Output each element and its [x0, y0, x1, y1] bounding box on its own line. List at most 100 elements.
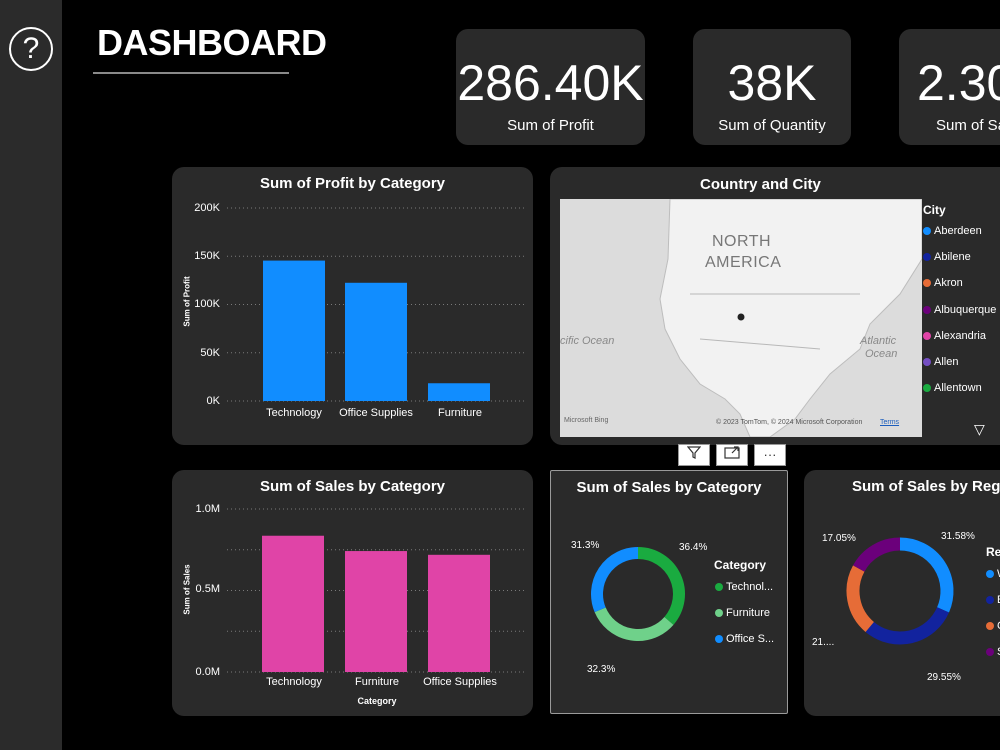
legend-item[interactable]: Aberdeen	[923, 225, 982, 237]
kpi-label: Sum of Sal	[936, 117, 1000, 134]
chart-title: Sum of Sales by Category	[551, 479, 787, 496]
ocean-label: cific Ocean	[560, 335, 614, 347]
continent-label: NORTH	[712, 233, 771, 251]
map-copyright: © 2023 TomTom, © 2024 Microsoft Corporat…	[716, 419, 862, 426]
legend-label: Allen	[934, 356, 958, 368]
legend-item[interactable]: C	[986, 620, 1000, 632]
kpi-value: 286.40K	[456, 55, 645, 111]
legend-swatch	[715, 609, 723, 617]
left-sidebar	[0, 0, 62, 750]
donut-slice	[859, 544, 900, 568]
x-tick: Technology	[249, 676, 339, 688]
kpi-card-sales[interactable]: 2.30 Sum of Sal	[899, 29, 1000, 145]
legend-swatch	[923, 358, 931, 366]
x-tick: Office Supplies	[415, 676, 505, 688]
legend-swatch	[923, 306, 931, 314]
x-tick: Furniture	[332, 676, 422, 688]
donut-label: 32.3%	[587, 664, 615, 675]
legend-label: Allentown	[934, 382, 982, 394]
bing-logo: Microsoft Bing	[564, 417, 608, 424]
kpi-label: Sum of Quantity	[693, 117, 851, 134]
bar-furniture	[428, 383, 490, 401]
x-tick: Furniture	[415, 407, 505, 419]
legend-swatch	[923, 227, 931, 235]
donut-slice	[853, 568, 870, 626]
map-terms-link[interactable]: Terms	[880, 419, 899, 426]
continent-label: AMERICA	[705, 254, 781, 272]
title-underline	[93, 72, 289, 74]
donut-slice	[597, 553, 638, 610]
map-title: Country and City	[700, 176, 821, 193]
donut-label: 21....	[812, 637, 834, 648]
x-tick: Office Supplies	[331, 407, 421, 419]
ocean-label: Ocean	[865, 348, 897, 360]
legend-item[interactable]: Furniture	[715, 607, 770, 619]
kpi-card-quantity[interactable]: 38K Sum of Quantity	[693, 29, 851, 145]
region-legend-title: Re	[986, 545, 1000, 559]
donut-label: 17.05%	[822, 533, 856, 544]
chart-title: Sum of Sales by Region	[852, 478, 1000, 495]
legend-swatch	[986, 622, 994, 630]
donut-label: 36.4%	[679, 542, 707, 553]
map-point	[738, 314, 745, 321]
legend-swatch	[986, 596, 994, 604]
donut-label: 31.58%	[941, 531, 975, 542]
map-legend-title: City	[923, 203, 946, 217]
x-tick: Technology	[249, 407, 339, 419]
legend-label: Technol...	[726, 581, 773, 593]
filter-icon[interactable]	[678, 444, 710, 466]
page-title: DASHBOARD	[97, 22, 327, 64]
kpi-value: 2.30	[917, 55, 1000, 111]
category-donut	[588, 544, 688, 644]
bar-furniture	[345, 551, 407, 672]
legend-swatch	[715, 583, 723, 591]
legend-item[interactable]: E	[986, 594, 1000, 606]
legend-item[interactable]: Alexandria	[923, 330, 986, 342]
legend-label: Furniture	[726, 607, 770, 619]
legend-item[interactable]: Technol...	[715, 581, 773, 593]
legend-swatch	[715, 635, 723, 643]
x-axis-label: Category	[332, 696, 422, 706]
donut-slice	[900, 544, 947, 610]
legend-item[interactable]: Albuquerque	[923, 304, 996, 316]
legend-item[interactable]: S	[986, 646, 1000, 658]
question-mark-icon[interactable]: ?	[9, 27, 53, 71]
donut-label: 31.3%	[571, 540, 599, 551]
bar-technology	[262, 536, 324, 672]
legend-item[interactable]: Allentown	[923, 382, 982, 394]
kpi-card-profit[interactable]: 286.40K Sum of Profit	[456, 29, 645, 145]
more-options-icon[interactable]: ···	[754, 444, 786, 466]
donut-slice	[600, 610, 669, 635]
legend-label: Office S...	[726, 633, 774, 645]
bar-technology	[263, 261, 325, 401]
legend-label: Aberdeen	[934, 225, 982, 237]
donut-slice	[638, 553, 679, 621]
legend-label: Alexandria	[934, 330, 986, 342]
donut-legend-title: Category	[714, 558, 766, 572]
legend-label: Akron	[934, 277, 963, 289]
legend-item[interactable]: W	[986, 568, 1000, 580]
focus-mode-icon[interactable]	[716, 444, 748, 466]
legend-scroll-down-icon[interactable]: ▽	[974, 421, 985, 438]
legend-swatch	[923, 253, 931, 261]
legend-swatch	[986, 570, 994, 578]
profit-bars	[172, 167, 533, 445]
legend-swatch	[923, 279, 931, 287]
donut-slice	[870, 610, 943, 638]
donut-label: 29.55%	[927, 672, 961, 683]
legend-label: Albuquerque	[934, 304, 996, 316]
legend-item[interactable]: Allen	[923, 356, 958, 368]
legend-item[interactable]: Abilene	[923, 251, 971, 263]
legend-item[interactable]: Akron	[923, 277, 963, 289]
profit-by-category-chart[interactable]: Sum of Profit by Category Sum of Profit …	[172, 167, 533, 445]
ocean-label: Atlantic	[860, 335, 896, 347]
legend-label: Abilene	[934, 251, 971, 263]
sales-by-category-chart[interactable]: Sum of Sales by Category Sum of Sales 1.…	[172, 470, 533, 716]
legend-item[interactable]: Office S...	[715, 633, 774, 645]
legend-swatch	[923, 384, 931, 392]
kpi-value: 38K	[693, 55, 851, 111]
bar-office-supplies	[428, 555, 490, 672]
map-view[interactable]: NORTH AMERICA cific Ocean Atlantic Ocean…	[560, 199, 922, 437]
legend-swatch	[923, 332, 931, 340]
region-donut	[845, 536, 955, 646]
